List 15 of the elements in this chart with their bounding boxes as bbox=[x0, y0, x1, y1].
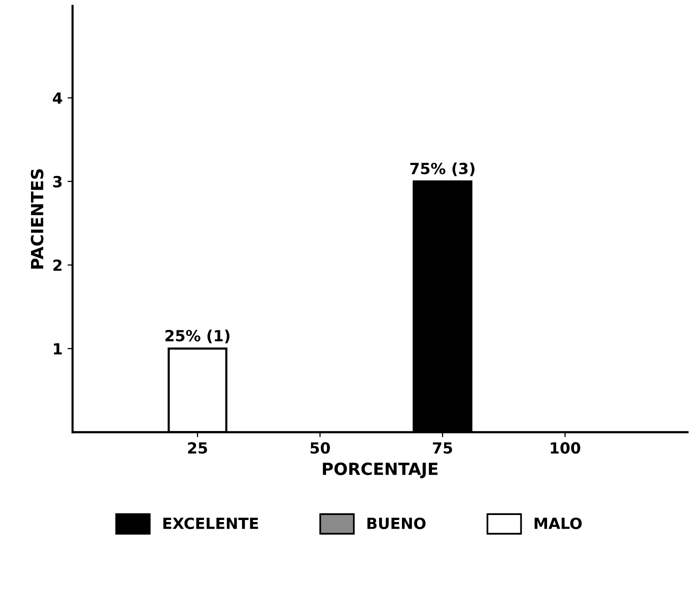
y-axis-title: PACIENTES bbox=[30, 169, 44, 269]
data-label: 25% (1) bbox=[165, 330, 230, 344]
y-tick-label: 1 bbox=[54, 343, 62, 354]
x-tick-label: 75 bbox=[432, 442, 452, 454]
data-label: 75% (3) bbox=[410, 162, 474, 176]
y-tick-label: 4 bbox=[52, 92, 62, 104]
legend-label: EXCELENTE bbox=[163, 518, 258, 530]
y-tick-label: 3 bbox=[53, 176, 62, 188]
legend-label: BUENO bbox=[367, 518, 426, 530]
x-tick-label: 50 bbox=[310, 442, 330, 454]
legend-label: MALO bbox=[534, 518, 582, 530]
y-tick-label: 2 bbox=[53, 259, 62, 271]
x-tick-label: 25 bbox=[188, 442, 208, 454]
x-tick-label: 100 bbox=[550, 442, 580, 454]
x-axis-title: PORCENTAJE bbox=[322, 462, 438, 478]
